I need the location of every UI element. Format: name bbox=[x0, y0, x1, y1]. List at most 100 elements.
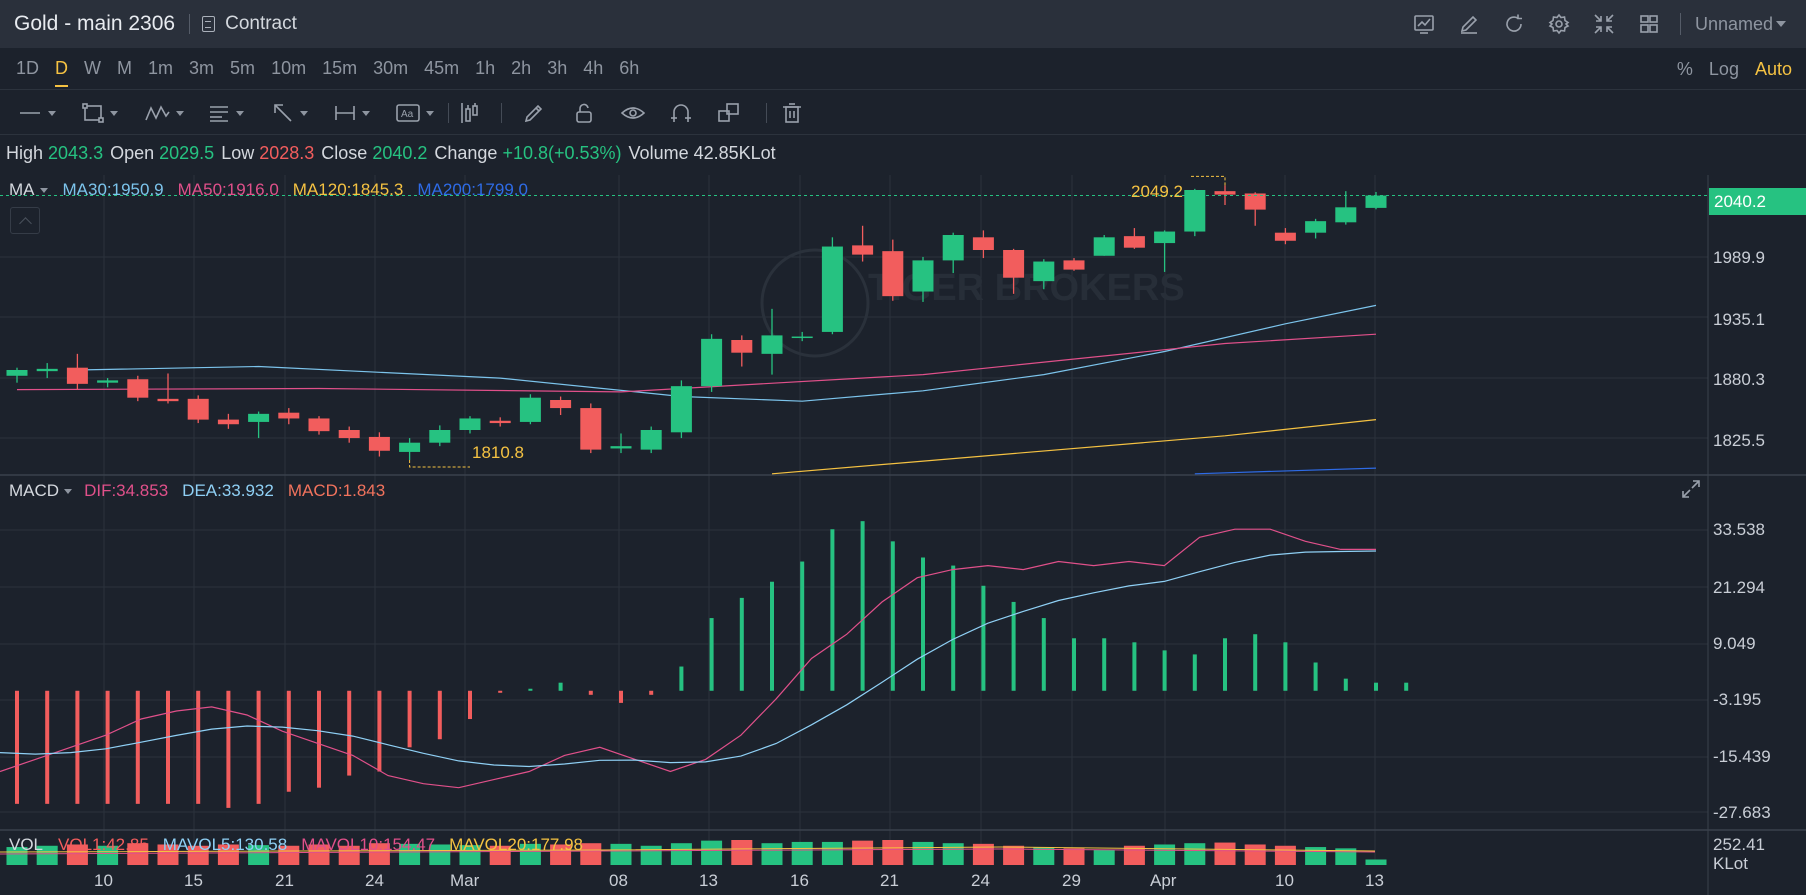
log-scale-button[interactable]: Log bbox=[1708, 58, 1739, 79]
candle-body bbox=[1274, 232, 1296, 241]
ma30-line bbox=[77, 304, 1377, 402]
auto-scale-button[interactable]: Auto bbox=[1754, 58, 1792, 79]
candle-body bbox=[6, 370, 28, 376]
collapse-legend-button[interactable] bbox=[10, 207, 40, 234]
ma-dropdown-icon[interactable] bbox=[39, 187, 48, 193]
macd-histogram-bar bbox=[166, 690, 170, 804]
macd-indicator-name[interactable]: MACD bbox=[9, 481, 60, 500]
ma-indicator-name[interactable]: MA bbox=[9, 180, 35, 199]
macd-histogram-bar bbox=[75, 690, 80, 804]
macd-histogram-bar bbox=[1404, 682, 1409, 691]
interval-45m[interactable]: 45m bbox=[424, 58, 460, 78]
interval-4h[interactable]: 4h bbox=[583, 58, 604, 78]
interval-d[interactable]: D bbox=[55, 58, 69, 87]
chart-canvas[interactable]: TIGER BROKERS bbox=[0, 175, 1806, 895]
pattern-tool-icon[interactable] bbox=[144, 91, 184, 135]
macd-histogram-bar bbox=[770, 581, 774, 691]
time-tick-label: 21 bbox=[880, 871, 899, 890]
interval-3m[interactable]: 3m bbox=[189, 58, 215, 78]
title-bar: Gold - main 2306 Contract Unnamed bbox=[0, 0, 1806, 48]
time-tick-label: 13 bbox=[699, 871, 718, 890]
arrow-tool-icon[interactable] bbox=[272, 91, 308, 135]
interval-1m[interactable]: 1m bbox=[148, 58, 174, 78]
scale-options: % Log Auto bbox=[1661, 48, 1792, 90]
candle-body bbox=[489, 420, 511, 424]
draw-pen-icon[interactable] bbox=[1456, 11, 1482, 37]
interval-1h[interactable]: 1h bbox=[475, 58, 496, 78]
candle-type-icon[interactable] bbox=[458, 91, 482, 135]
document-icon bbox=[202, 16, 216, 32]
candle-body bbox=[972, 237, 994, 250]
text-list-tool-icon[interactable] bbox=[208, 91, 244, 135]
interval-15m[interactable]: 15m bbox=[322, 58, 358, 78]
volume-bar bbox=[731, 840, 753, 865]
chart-indicator-icon[interactable] bbox=[1411, 11, 1437, 37]
grid-layout-icon[interactable] bbox=[1636, 11, 1662, 37]
rectangle-tool-icon[interactable] bbox=[82, 91, 118, 135]
interval-6h[interactable]: 6h bbox=[619, 58, 640, 78]
candle-body bbox=[399, 442, 421, 452]
time-tick-label: 15 bbox=[184, 871, 203, 890]
volume-bar bbox=[670, 843, 692, 865]
instrument-title[interactable]: Gold - main 2306 bbox=[14, 12, 176, 35]
interval-5m[interactable]: 5m bbox=[230, 58, 256, 78]
volume-bar bbox=[157, 844, 179, 865]
candle-body bbox=[852, 245, 874, 255]
macd-dropdown-icon[interactable] bbox=[64, 488, 73, 494]
dea-line bbox=[0, 550, 1377, 768]
candle-body bbox=[912, 260, 934, 292]
text-label-tool-icon[interactable]: Aa bbox=[396, 91, 434, 135]
candle-body bbox=[942, 235, 964, 261]
vol-indicator-name[interactable]: VOL bbox=[9, 835, 44, 854]
contract-button[interactable]: Contract bbox=[202, 13, 297, 35]
macd-histogram-bar bbox=[981, 585, 986, 691]
interval-1d[interactable]: 1D bbox=[16, 58, 40, 78]
dif-line bbox=[0, 528, 1376, 789]
macd-tick-label: 33.538 bbox=[1713, 520, 1765, 539]
time-tick-label: 29 bbox=[1062, 871, 1081, 890]
interval-2h[interactable]: 2h bbox=[511, 58, 532, 78]
layout-selector[interactable]: Unnamed bbox=[1695, 14, 1786, 35]
mavol10-value: MAVOL10:154.47 bbox=[301, 835, 436, 854]
copy-icon[interactable] bbox=[717, 91, 741, 135]
toolbar-divider bbox=[1679, 13, 1681, 35]
macd-histogram-bar bbox=[1192, 654, 1197, 691]
volume-bar bbox=[640, 845, 662, 865]
pencil-icon[interactable] bbox=[523, 91, 545, 135]
ma30-value: MA30:1950.9 bbox=[62, 180, 164, 199]
collapse-arrows-icon[interactable] bbox=[1591, 11, 1617, 37]
volume-bar bbox=[66, 844, 88, 865]
volume-bar bbox=[1305, 847, 1327, 865]
interval-w[interactable]: W bbox=[84, 58, 102, 78]
candle-body bbox=[821, 246, 843, 332]
macd-histogram-bar bbox=[468, 690, 472, 720]
macd-histogram-bar bbox=[1041, 618, 1046, 691]
interval-10m[interactable]: 10m bbox=[271, 58, 307, 78]
interval-m[interactable]: M bbox=[117, 58, 133, 78]
contract-label: Contract bbox=[225, 13, 297, 34]
refresh-icon[interactable] bbox=[1501, 11, 1527, 37]
line-tool-icon[interactable] bbox=[18, 91, 56, 135]
trash-icon[interactable] bbox=[781, 91, 803, 135]
macd-legend: MACD DIF:34.853 DEA:33.932 MACD:1.843 bbox=[9, 478, 399, 504]
macd-histogram-bar bbox=[1162, 650, 1167, 691]
candle-body bbox=[1033, 261, 1055, 282]
macd-histogram-bar bbox=[105, 690, 110, 804]
volume-bar bbox=[1244, 844, 1266, 865]
lock-icon[interactable] bbox=[573, 91, 595, 135]
eye-icon[interactable] bbox=[621, 91, 645, 135]
settings-gear-icon[interactable] bbox=[1546, 11, 1572, 37]
percent-scale-button[interactable]: % bbox=[1676, 58, 1693, 79]
macd-tick-label: -3.195 bbox=[1713, 690, 1762, 709]
expand-pane-icon[interactable] bbox=[1680, 478, 1702, 500]
measure-tool-icon[interactable] bbox=[334, 91, 370, 135]
candle-body bbox=[187, 398, 209, 420]
volume-bar bbox=[368, 843, 390, 865]
magnet-icon[interactable] bbox=[670, 91, 692, 135]
macd-histogram-bar bbox=[709, 618, 714, 691]
candle-body bbox=[127, 379, 149, 398]
interval-30m[interactable]: 30m bbox=[373, 58, 409, 78]
macd-histogram-bar bbox=[1313, 662, 1318, 691]
macd-histogram-bar bbox=[135, 690, 140, 804]
interval-3h[interactable]: 3h bbox=[547, 58, 568, 78]
